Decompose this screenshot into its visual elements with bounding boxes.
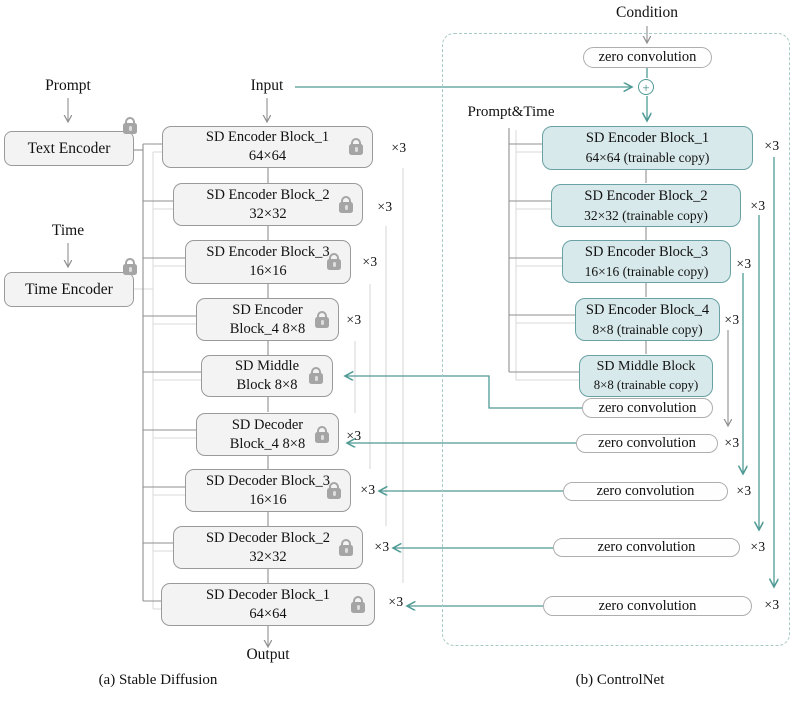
times-3-label: ×3 [724, 312, 740, 327]
sd-decoder-block-3: SD Decoder Block_3 16×16 [185, 469, 351, 512]
lock-icon [315, 310, 329, 328]
zero-convolution-pill: zero convolution [576, 434, 718, 453]
time-encoder-label: Time Encoder [25, 280, 113, 298]
zero-convolution-pill: zero convolution [543, 596, 752, 616]
lock-icon [339, 195, 353, 213]
lock-icon [123, 258, 137, 275]
text-encoder-block: Text Encoder [4, 117, 137, 166]
controlnet-middle-block: SD Middle Block 8×8 (trainable copy) [579, 355, 713, 397]
times-3-label: ×3 [750, 198, 766, 213]
times-3-label: ×3 [374, 539, 390, 554]
text-encoder-label: Text Encoder [27, 139, 111, 157]
lock-icon [315, 425, 329, 443]
teal-arrows [295, 68, 774, 606]
label-input: Input [250, 77, 284, 94]
zero-convolution-pill: zero convolution [582, 398, 713, 418]
times-3-label: ×3 [346, 428, 362, 443]
lock-icon [339, 538, 353, 556]
caption-stable-diffusion: (a) Stable Diffusion [98, 672, 218, 688]
lock-icon [349, 138, 363, 155]
add-node-icon: + [638, 79, 654, 95]
label-time: Time [51, 222, 85, 239]
lock-icon [351, 595, 365, 613]
gray-connectors [133, 128, 647, 602]
sd-decoder-block-1: SD Decoder Block_1 64×64 [161, 583, 375, 626]
label-output: Output [246, 646, 290, 663]
sd-decoder-block-4: SD Decoder Block_4 8×8 [196, 413, 339, 456]
controlnet-encoder-block-2: SD Encoder Block_2 32×32 (trainable copy) [551, 184, 741, 227]
times-3-label: ×3 [736, 256, 752, 271]
caption-controlnet: (b) ControlNet [575, 672, 665, 688]
times-3-label: ×3 [362, 254, 378, 269]
label-condition: Condition [615, 4, 678, 21]
times-3-label: ×3 [346, 312, 362, 327]
times-3-label: ×3 [750, 539, 766, 554]
lock-icon [327, 481, 341, 499]
sd-encoder-block-1: SD Encoder Block_1 64×64 [162, 126, 373, 168]
zero-convolution-pill: zero convolution [553, 538, 740, 557]
controlnet-encoder-block-1: SD Encoder Block_1 64×64 (trainable copy) [542, 126, 753, 170]
time-embedding-rails [133, 130, 579, 610]
controlnet-encoder-block-3: SD Encoder Block_3 16×16 (trainable copy) [562, 240, 731, 283]
label-prompt: Prompt [45, 77, 91, 94]
lock-icon [309, 367, 323, 384]
controlnet-encoder-block-4: SD Encoder Block_4 8×8 (trainable copy) [575, 298, 720, 341]
times-3-label: ×3 [377, 199, 393, 214]
gray-arrows [68, 26, 728, 647]
zero-convolution-pill: zero convolution [563, 482, 728, 501]
lock-icon [123, 117, 137, 134]
label-prompt-and-time: Prompt&Time [467, 104, 555, 120]
sd-encoder-block-2: SD Encoder Block_2 32×32 [173, 183, 363, 226]
sd-decoder-block-2: SD Decoder Block_2 32×32 [173, 526, 363, 569]
controlnet-dashed-box [442, 33, 790, 646]
times-3-label: ×3 [388, 594, 404, 609]
times-3-label: ×3 [764, 138, 780, 153]
lock-icon [327, 253, 341, 270]
times-3-label: ×3 [360, 482, 376, 497]
times-3-label: ×3 [724, 435, 740, 450]
times-3-label: ×3 [391, 140, 407, 155]
times-3-label: ×3 [736, 483, 752, 498]
time-encoder-block: Time Encoder [4, 258, 137, 307]
zero-convolution-pill: zero convolution [583, 47, 712, 68]
sd-encoder-block-3: SD Encoder Block_3 16×16 [185, 240, 351, 284]
times-3-label: ×3 [764, 597, 780, 612]
sd-middle-block: SD Middle Block 8×8 [201, 355, 333, 397]
sd-encoder-block-4: SD Encoder Block_4 8×8 [196, 298, 339, 341]
